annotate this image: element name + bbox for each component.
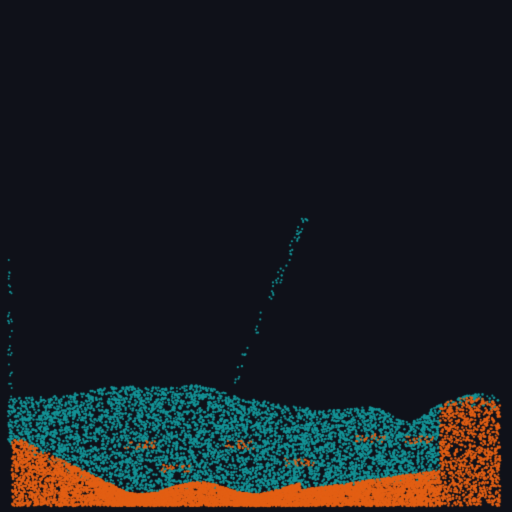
fluid-simulation-canvas[interactable] <box>0 0 512 512</box>
